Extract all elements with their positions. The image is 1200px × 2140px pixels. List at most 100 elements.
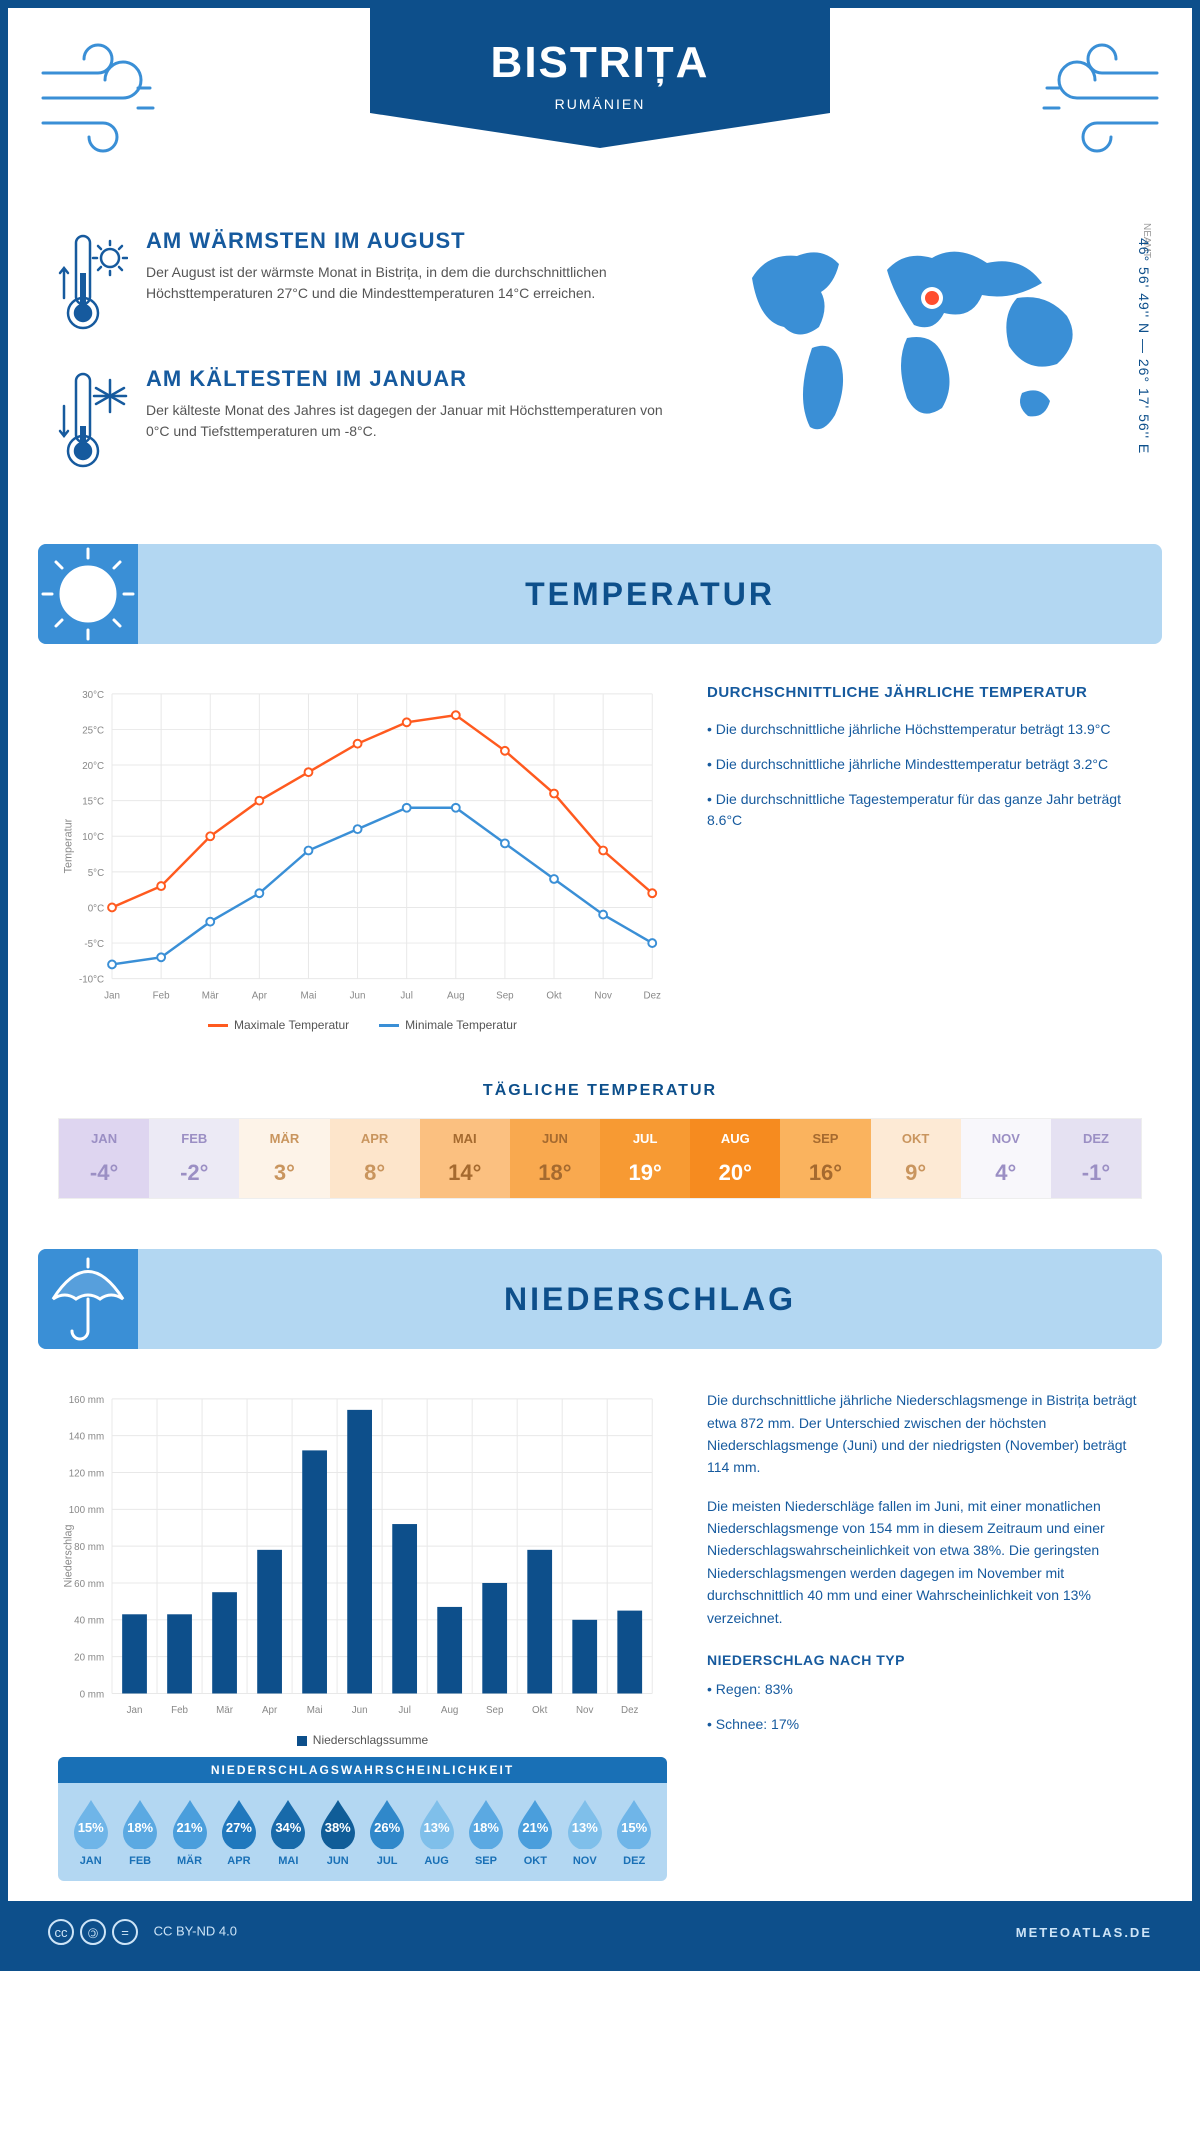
svg-text:Okt: Okt bbox=[532, 1705, 548, 1716]
daily-month: MAI bbox=[420, 1131, 510, 1146]
daily-cell: SEP 16° bbox=[780, 1119, 870, 1198]
daily-cell: MAI 14° bbox=[420, 1119, 510, 1198]
svg-text:Jun: Jun bbox=[350, 990, 366, 1001]
footer-site: METEOATLAS.DE bbox=[1016, 1925, 1152, 1940]
thermometer-cold-icon bbox=[58, 366, 128, 476]
svg-text:Feb: Feb bbox=[171, 1705, 188, 1716]
svg-text:0 mm: 0 mm bbox=[80, 1690, 105, 1701]
daily-cell: AUG 20° bbox=[690, 1119, 780, 1198]
svg-text:Mai: Mai bbox=[301, 990, 317, 1001]
svg-text:20 mm: 20 mm bbox=[74, 1653, 104, 1664]
daily-value: 9° bbox=[871, 1160, 961, 1186]
daily-cell: OKT 9° bbox=[871, 1119, 961, 1198]
svg-text:Temperatur: Temperatur bbox=[63, 818, 75, 873]
daily-month: APR bbox=[330, 1131, 420, 1146]
probability-drop: 21%MÄR bbox=[169, 1797, 211, 1867]
stats-item: • Die durchschnittliche jährliche Höchst… bbox=[707, 719, 1142, 740]
umbrella-icon bbox=[38, 1249, 138, 1349]
precip-type-item: • Schnee: 17% bbox=[707, 1714, 1142, 1735]
daily-cell: NOV4° bbox=[961, 1119, 1051, 1198]
precipitation-title: NIEDERSCHLAG bbox=[138, 1281, 1162, 1318]
svg-text:Dez: Dez bbox=[621, 1705, 639, 1716]
daily-cell: JAN -4° bbox=[59, 1119, 149, 1198]
stats-item: • Die durchschnittliche Tagestemperatur … bbox=[707, 789, 1142, 831]
daily-value: 19° bbox=[600, 1160, 690, 1186]
probability-drop: 26%JUL bbox=[366, 1797, 408, 1867]
daily-value: 14° bbox=[420, 1160, 510, 1186]
precipitation-text: Die durchschnittliche jährliche Niedersc… bbox=[707, 1389, 1142, 1881]
svg-text:80 mm: 80 mm bbox=[74, 1542, 104, 1553]
drop-pct: 21% bbox=[177, 1820, 203, 1835]
daily-month: OKT bbox=[871, 1131, 961, 1146]
stats-item: • Die durchschnittliche jährliche Mindes… bbox=[707, 754, 1142, 775]
coldest-fact: AM KÄLTESTEN IM JANUAR Der kälteste Mona… bbox=[58, 366, 682, 476]
probability-drop: 18%SEP bbox=[465, 1797, 507, 1867]
daily-value: 20° bbox=[690, 1160, 780, 1186]
precipitation-banner: NIEDERSCHLAG bbox=[38, 1249, 1162, 1349]
svg-text:Okt: Okt bbox=[546, 990, 562, 1001]
daily-month: SEP bbox=[780, 1131, 870, 1146]
daily-cell: JUN18° bbox=[510, 1119, 600, 1198]
temperature-content: -10°C-5°C0°C5°C10°C15°C20°C25°C30°CJanFe… bbox=[8, 644, 1192, 1062]
daily-cell: MÄR 3° bbox=[239, 1119, 329, 1198]
drop-month: AUG bbox=[416, 1855, 458, 1867]
title-banner: BISTRIȚA RUMÄNIEN bbox=[370, 8, 830, 148]
drop-pct: 18% bbox=[127, 1820, 153, 1835]
svg-text:10°C: 10°C bbox=[82, 832, 104, 843]
daily-temp-grid: JAN-4°FEB-2°MÄR3°APR8°MAI14°JUN18°JUL19°… bbox=[58, 1118, 1142, 1199]
svg-text:Feb: Feb bbox=[153, 990, 170, 1001]
daily-month: AUG bbox=[690, 1131, 780, 1146]
warmest-text: Der August ist der wärmste Monat in Bist… bbox=[146, 262, 682, 304]
svg-text:Jan: Jan bbox=[127, 1705, 143, 1716]
drop-month: MAI bbox=[267, 1855, 309, 1867]
daily-value: 3° bbox=[239, 1160, 329, 1186]
drop-pct: 13% bbox=[572, 1820, 598, 1835]
svg-text:5°C: 5°C bbox=[88, 868, 104, 879]
svg-text:100 mm: 100 mm bbox=[69, 1505, 104, 1516]
nd-icon: = bbox=[112, 1919, 138, 1945]
drop-pct: 15% bbox=[78, 1820, 104, 1835]
probability-drop: 15%JAN bbox=[70, 1797, 112, 1867]
drop-month: SEP bbox=[465, 1855, 507, 1867]
drop-pct: 21% bbox=[522, 1820, 548, 1835]
svg-text:Niederschlag: Niederschlag bbox=[63, 1525, 75, 1588]
daily-month: MÄR bbox=[239, 1131, 329, 1146]
svg-text:60 mm: 60 mm bbox=[74, 1579, 104, 1590]
precip-para-1: Die durchschnittliche jährliche Niedersc… bbox=[707, 1389, 1142, 1479]
warmest-fact: AM WÄRMSTEN IM AUGUST Der August ist der… bbox=[58, 228, 682, 338]
precip-para-2: Die meisten Niederschläge fallen im Juni… bbox=[707, 1495, 1142, 1629]
svg-text:Jul: Jul bbox=[398, 1705, 411, 1716]
daily-value: -4° bbox=[59, 1160, 149, 1186]
cc-icon: cc bbox=[48, 1919, 74, 1945]
probability-drop: 34%MAI bbox=[267, 1797, 309, 1867]
svg-text:140 mm: 140 mm bbox=[69, 1432, 104, 1443]
drop-month: APR bbox=[218, 1855, 260, 1867]
world-map-icon bbox=[722, 228, 1102, 448]
intro-section: AM WÄRMSTEN IM AUGUST Der August ist der… bbox=[8, 208, 1192, 544]
daily-value: 16° bbox=[780, 1160, 870, 1186]
precip-legend-label: Niederschlagssumme bbox=[313, 1733, 428, 1747]
daily-value: -1° bbox=[1051, 1160, 1141, 1186]
probability-box: NIEDERSCHLAGSWAHRSCHEINLICHKEIT 15%JAN18… bbox=[58, 1757, 667, 1881]
header: BISTRIȚA RUMÄNIEN bbox=[8, 8, 1192, 208]
svg-text:15°C: 15°C bbox=[82, 797, 104, 808]
svg-text:Apr: Apr bbox=[262, 1705, 278, 1716]
daily-cell: DEZ-1° bbox=[1051, 1119, 1141, 1198]
svg-text:Nov: Nov bbox=[576, 1705, 594, 1716]
svg-text:-5°C: -5°C bbox=[84, 939, 104, 950]
svg-text:Jun: Jun bbox=[352, 1705, 368, 1716]
svg-text:25°C: 25°C bbox=[82, 725, 104, 736]
daily-month: JAN bbox=[59, 1131, 149, 1146]
sun-icon bbox=[38, 544, 138, 644]
precipitation-chart-box: 0 mm20 mm40 mm60 mm80 mm100 mm120 mm140 … bbox=[58, 1389, 667, 1881]
temperature-legend: Maximale TemperaturMinimale Temperatur bbox=[58, 1018, 667, 1032]
probability-drop: 27%APR bbox=[218, 1797, 260, 1867]
svg-text:Jan: Jan bbox=[104, 990, 120, 1001]
svg-text:Jul: Jul bbox=[400, 990, 413, 1001]
drop-month: FEB bbox=[119, 1855, 161, 1867]
precipitation-chart: 0 mm20 mm40 mm60 mm80 mm100 mm120 mm140 … bbox=[58, 1389, 667, 1723]
probability-drop: 18% FEB bbox=[119, 1797, 161, 1867]
svg-text:Nov: Nov bbox=[594, 990, 612, 1001]
svg-text:20°C: 20°C bbox=[82, 761, 104, 772]
temperature-title: TEMPERATUR bbox=[138, 576, 1162, 613]
